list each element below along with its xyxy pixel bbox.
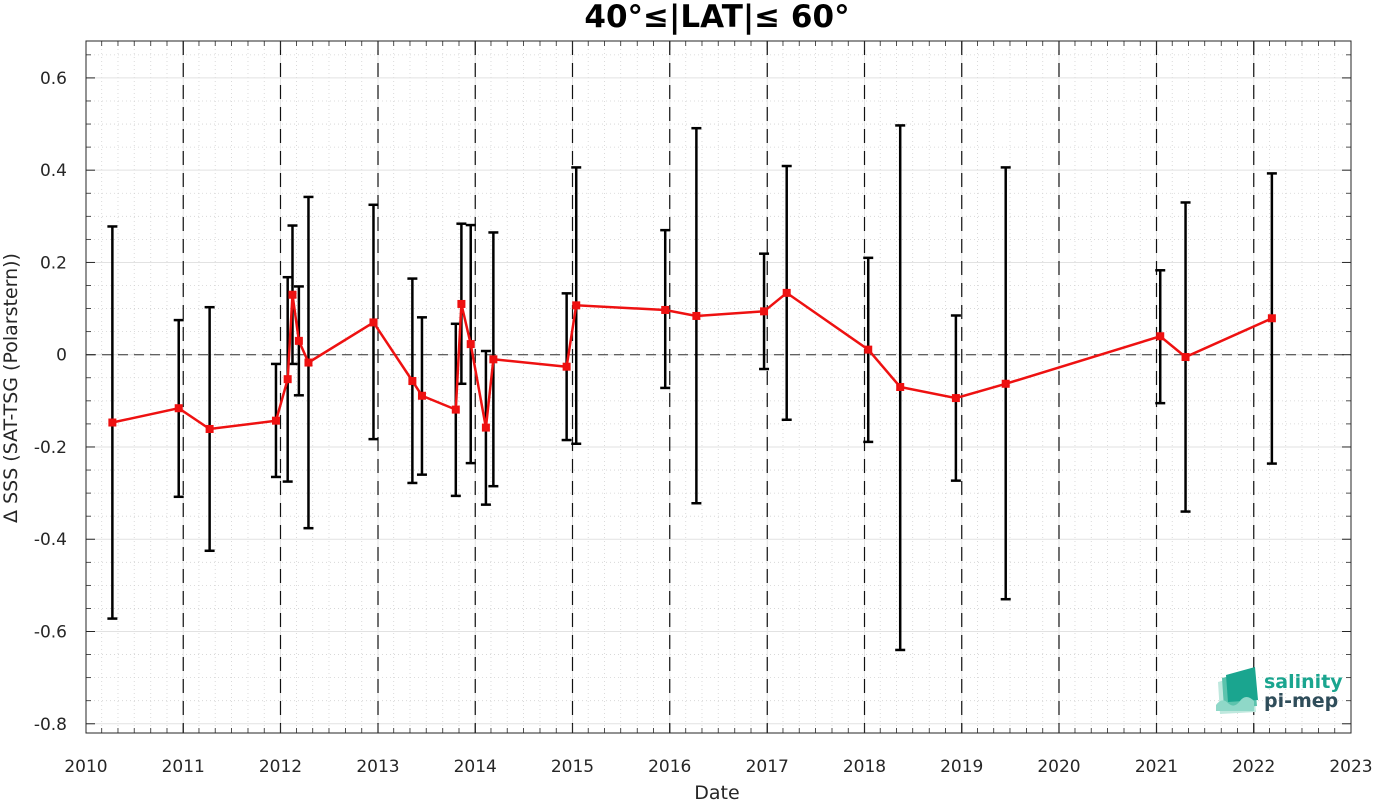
logo-line2: pi-mep (1264, 690, 1338, 712)
data-point-marker (304, 358, 313, 367)
axis-ticks (85, 41, 1352, 733)
data-point-marker (572, 301, 581, 310)
data-point-marker (562, 362, 571, 371)
x-tick-label: 2016 (648, 757, 691, 777)
y-tick-label: -0.4 (34, 530, 67, 550)
data-point-marker (283, 375, 292, 384)
y-tick-label: 0.4 (40, 161, 67, 181)
y-tick-label: -0.8 (34, 715, 67, 735)
year-boundary-lines (182, 41, 1255, 733)
data-point-marker (782, 288, 791, 297)
data-point-marker (489, 355, 498, 364)
data-point-marker (1156, 332, 1165, 341)
x-tick-label: 2021 (1135, 757, 1178, 777)
data-point-marker (864, 345, 873, 354)
x-tick-label: 2013 (356, 757, 399, 777)
x-axis-label: Date (694, 782, 739, 801)
data-point-marker (1181, 353, 1190, 362)
data-point-marker (692, 311, 701, 320)
y-tick-label: -0.2 (34, 438, 67, 458)
data-point-marker (288, 290, 297, 299)
data-point-marker (661, 305, 670, 314)
y-tick-label: 0.6 (40, 69, 67, 89)
x-tick-label: 2023 (1329, 757, 1372, 777)
data-point-marker (417, 391, 426, 400)
data-point-marker (1001, 379, 1010, 388)
x-tick-label: 2015 (551, 757, 594, 777)
x-tick-label: 2012 (259, 757, 302, 777)
data-point-marker (174, 404, 183, 413)
data-point-marker (1267, 314, 1276, 323)
x-tick-label: 2022 (1232, 757, 1275, 777)
data-point-marker (451, 405, 460, 414)
series-line (112, 291, 1273, 431)
data-point-marker (760, 307, 769, 316)
data-point-marker (294, 336, 303, 345)
data-markers (108, 288, 1276, 433)
data-point-marker (896, 383, 905, 391)
data-point-marker (457, 299, 466, 308)
data-point-marker (271, 416, 280, 425)
tick-labels: 2010 2011 2012 2013 2014 2015 2016 2017 2018 2019… (34, 69, 1373, 777)
y-tick-label: 0 (56, 346, 67, 366)
error-bars (107, 124, 1277, 652)
x-tick-label: 2011 (162, 757, 205, 777)
x-tick-label: 2010 (64, 757, 107, 777)
x-tick-label: 2020 (1037, 757, 1080, 777)
data-point-marker (951, 394, 960, 403)
salinity-pi-mep-logo: salinity pi-mep (1216, 667, 1343, 714)
x-tick-label: 2017 (746, 757, 789, 777)
x-tick-label: 2014 (454, 757, 497, 777)
y-axis-label: Δ SSS (SAT-TSG (Polarstern)) (0, 253, 22, 523)
wave-icon (1216, 667, 1258, 714)
y-tick-label: -0.6 (34, 623, 67, 643)
data-point-marker (481, 423, 490, 432)
x-tick-label: 2018 (843, 757, 886, 777)
chart-title: 40°≤|LAT|≤ 60° (584, 0, 849, 35)
y-tick-label: 0.2 (40, 253, 67, 273)
data-point-marker (369, 318, 378, 327)
data-point-marker (108, 418, 117, 427)
logo-line1: salinity (1264, 671, 1343, 693)
data-point-marker (466, 340, 475, 349)
x-tick-label: 2019 (940, 757, 983, 777)
data-point-marker (408, 377, 417, 386)
data-point-marker (205, 424, 214, 433)
